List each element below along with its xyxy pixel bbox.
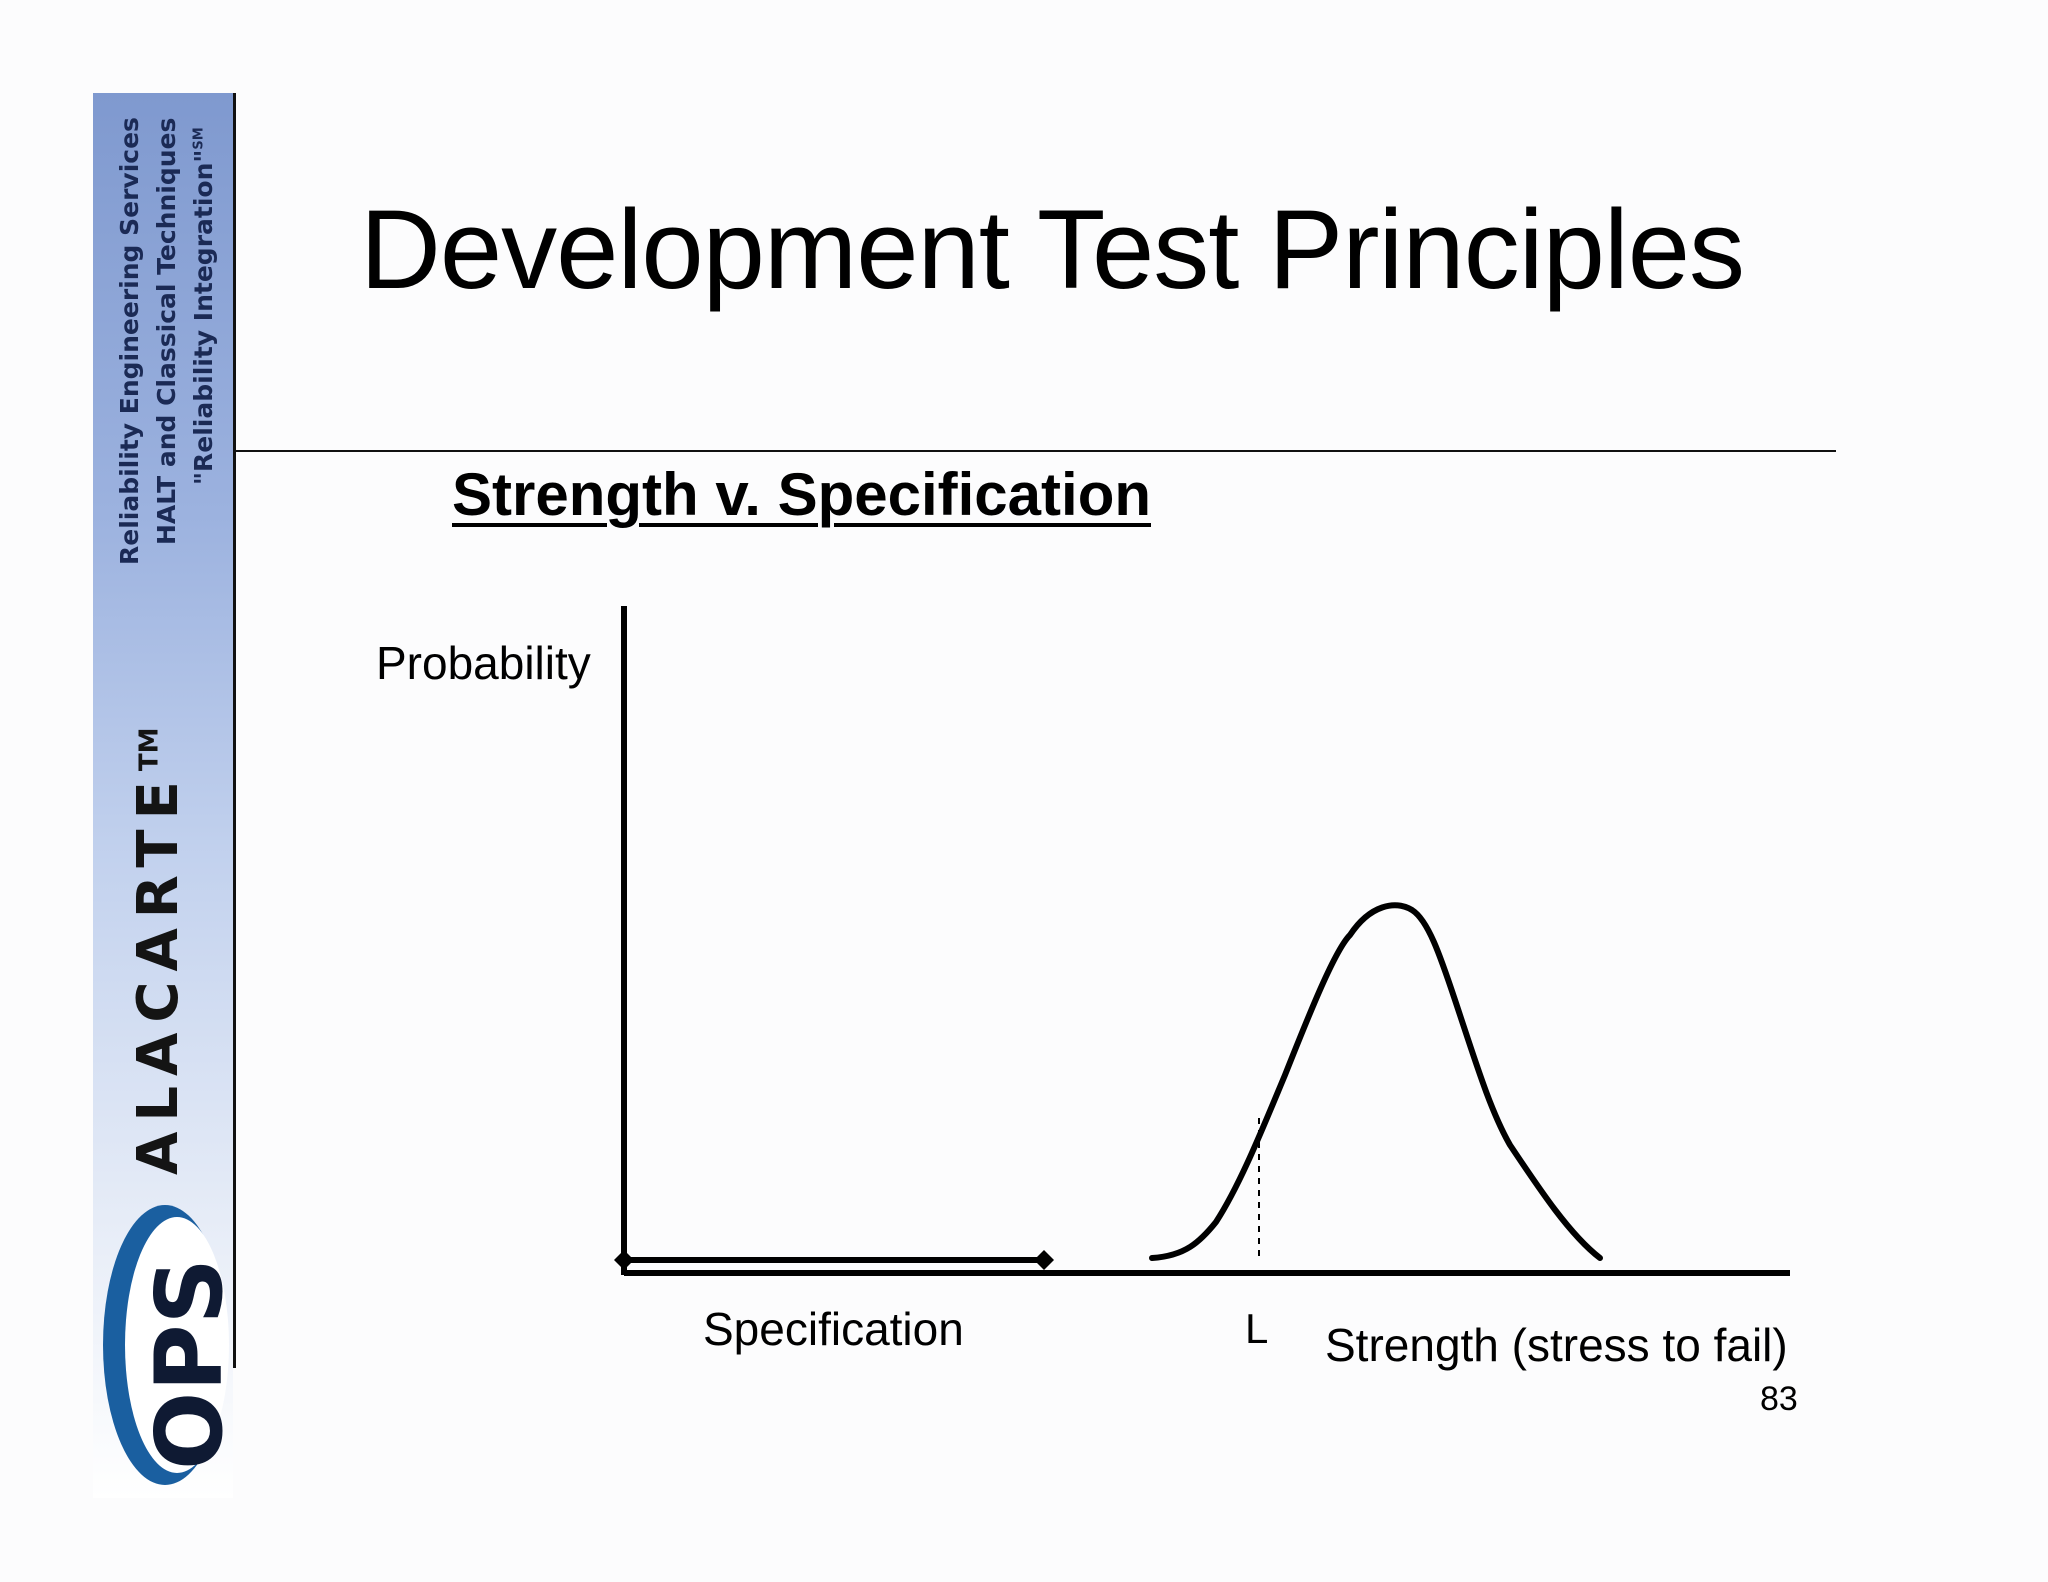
x-axis-label: Strength (stress to fail) xyxy=(1325,1318,1788,1372)
strength-distribution-curve xyxy=(1152,905,1600,1258)
specification-start-marker xyxy=(614,1250,634,1270)
specification-end-marker xyxy=(1034,1250,1054,1270)
page-number: 83 xyxy=(1760,1380,1798,1419)
limit-label: L xyxy=(1245,1305,1268,1353)
specification-label: Specification xyxy=(703,1302,964,1356)
y-axis-label: Probability xyxy=(376,636,591,690)
